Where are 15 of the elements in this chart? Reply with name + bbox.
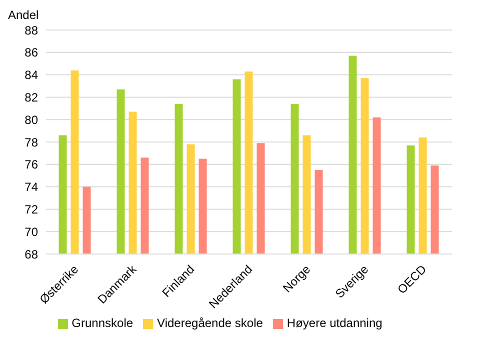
y-tick-label: 72 — [24, 202, 38, 216]
y-tick-label: 68 — [24, 247, 38, 262]
y-tick-label: 88 — [24, 23, 38, 38]
y-axis-title: Andel — [8, 8, 39, 22]
y-tick-label: 86 — [24, 46, 38, 60]
y-tick-label: 78 — [24, 135, 38, 150]
y-tick-label: 76 — [24, 158, 38, 172]
y-tick-label: 82 — [24, 90, 38, 104]
legend-label: Grunnskole — [72, 316, 134, 330]
legend-label: Høyere utdanning — [286, 316, 382, 330]
legend-label: Videregående skole — [157, 316, 263, 330]
y-tick-label: 74 — [24, 180, 38, 194]
y-tick-label: 84 — [24, 68, 38, 82]
y-tick-label: 70 — [24, 224, 38, 239]
y-tick-label: 80 — [24, 112, 38, 127]
